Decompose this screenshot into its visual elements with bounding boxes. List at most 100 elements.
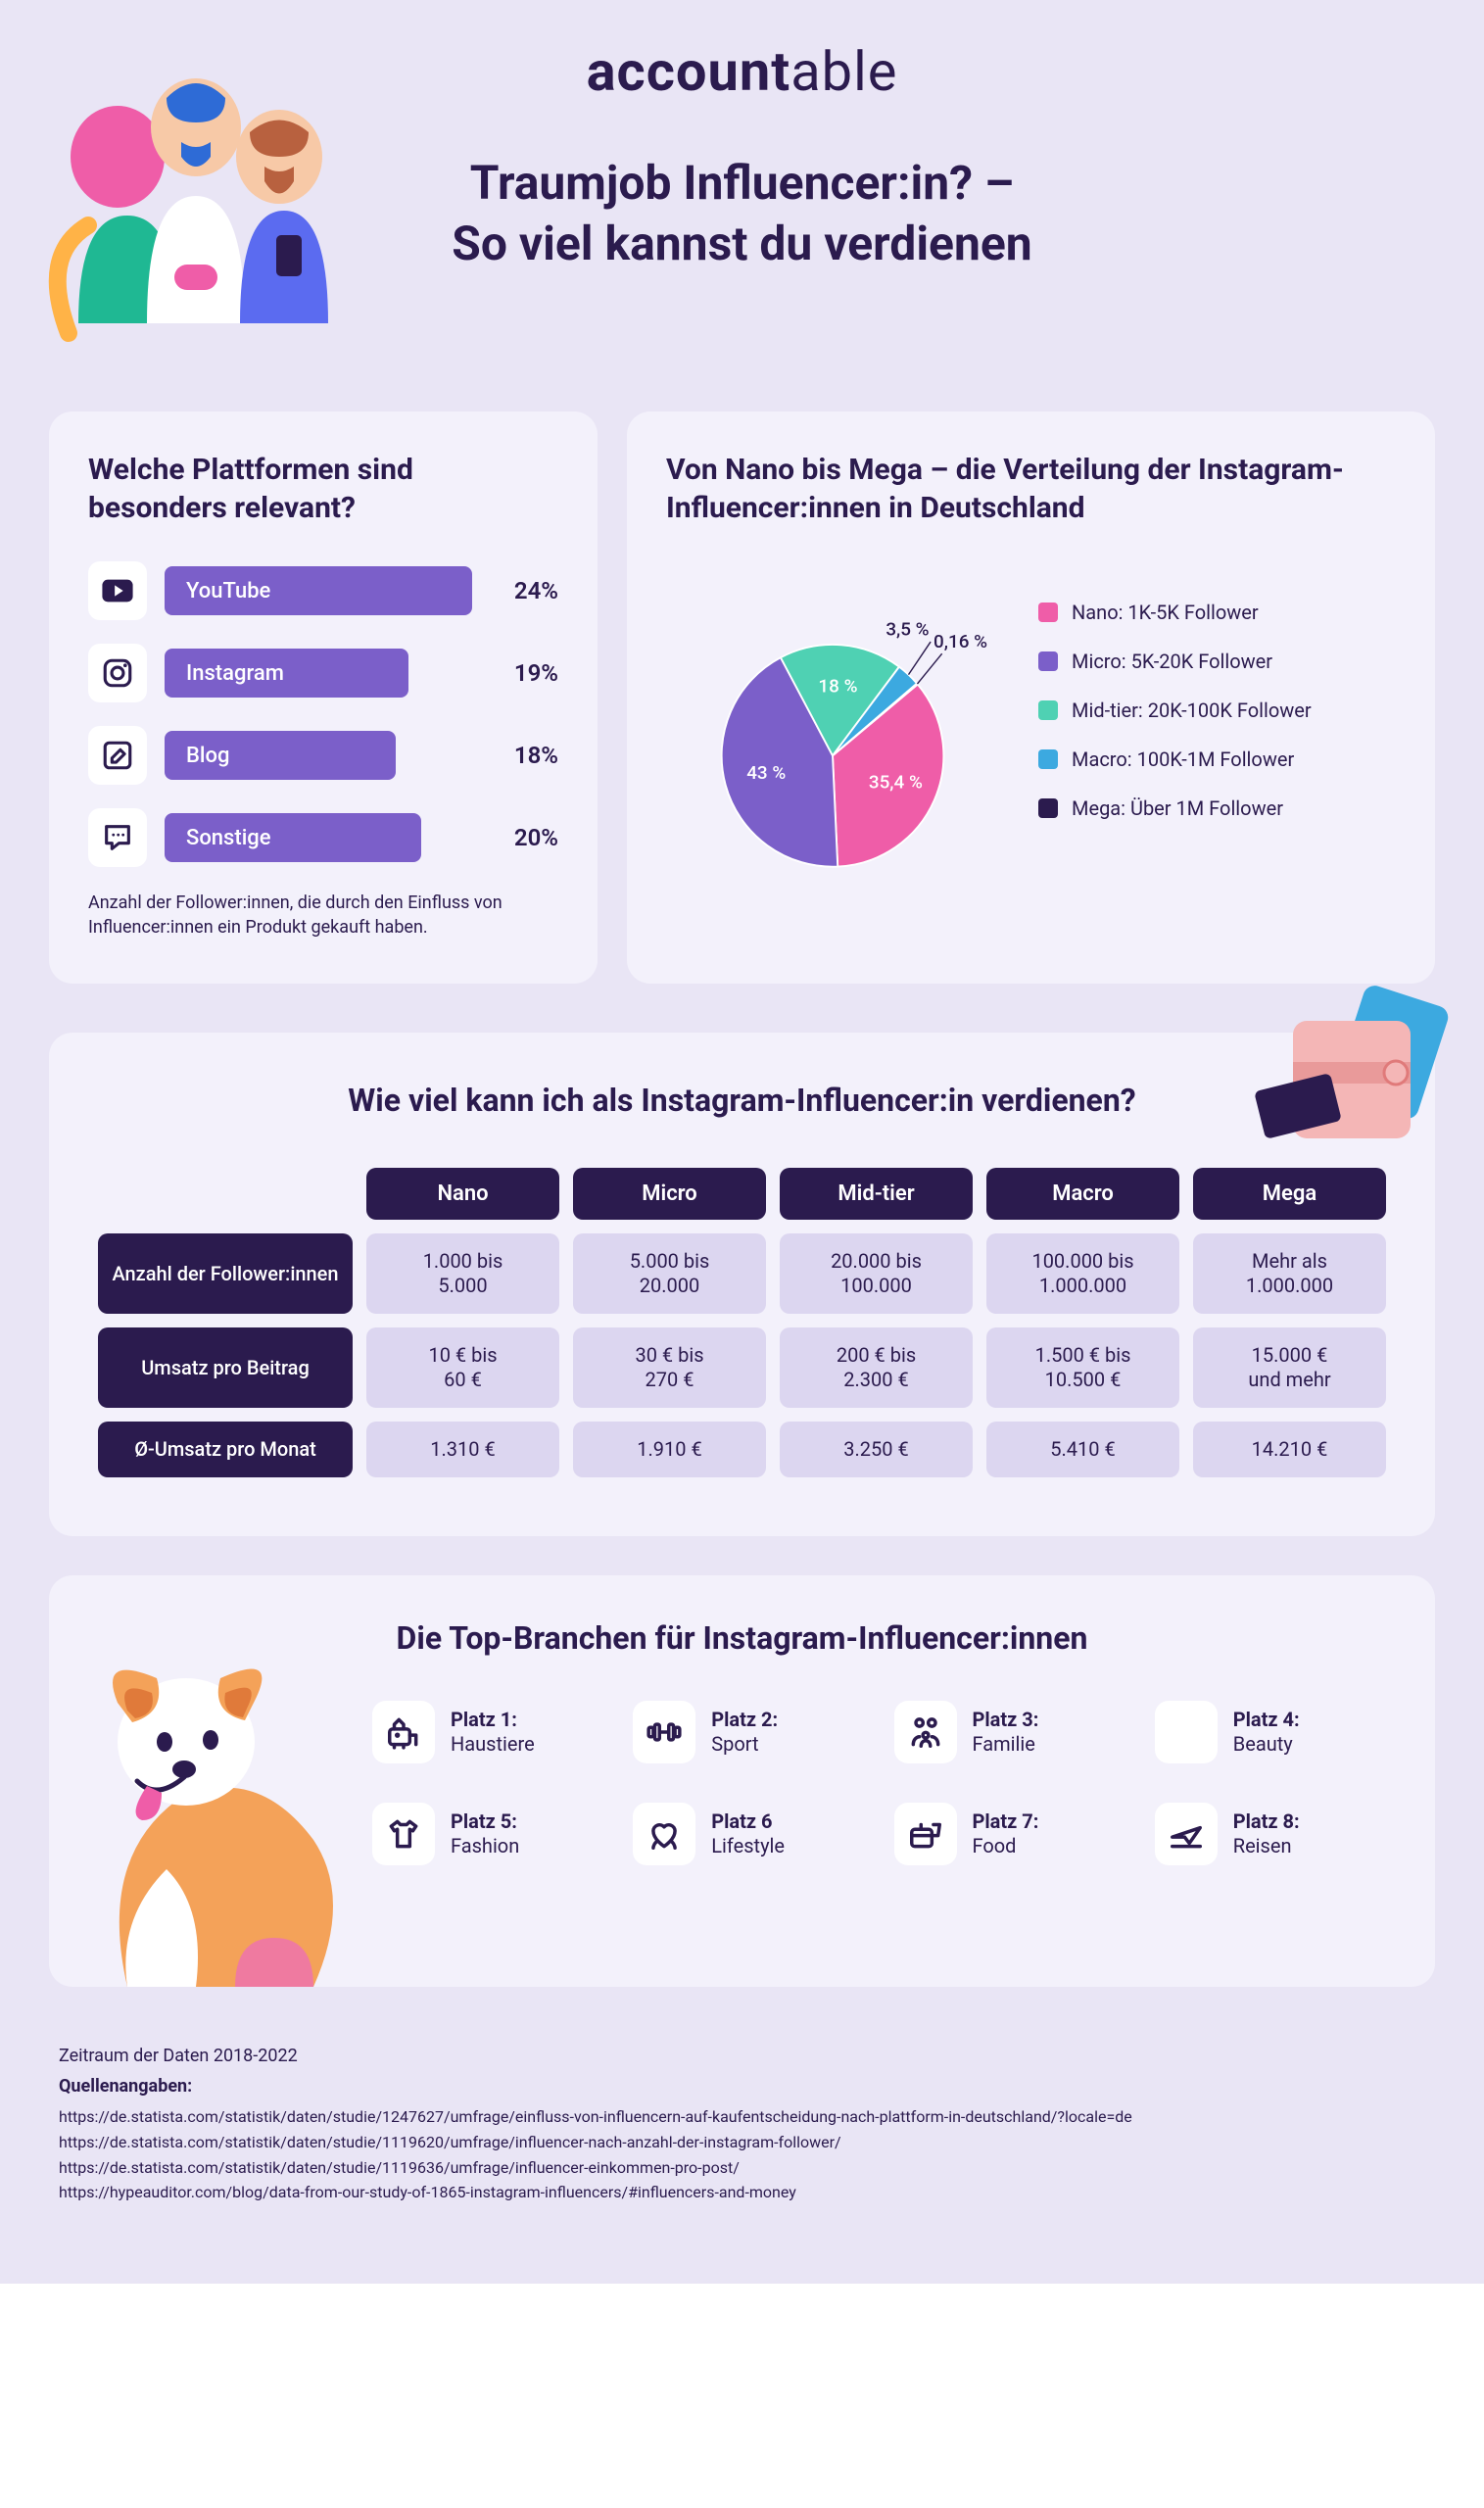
row-header: Anzahl der Follower:innen xyxy=(98,1233,353,1314)
table-cell: 30 € bis 270 € xyxy=(573,1327,766,1408)
legend-swatch xyxy=(1038,700,1058,720)
legend-label: Nano: 1K-5K Follower xyxy=(1072,601,1259,624)
bar-label: Sonstige xyxy=(186,826,271,850)
table-cell: 20.000 bis 100.000 xyxy=(780,1233,973,1314)
branch-rank: Platz 8: xyxy=(1233,1809,1300,1833)
table-cell: 1.910 € xyxy=(573,1422,766,1477)
wallet-illustration xyxy=(1239,974,1455,1170)
branch-label: Fashion xyxy=(451,1834,519,1857)
page-title: Traumjob Influencer:in? – So viel kannst… xyxy=(302,153,1183,275)
youtube-icon xyxy=(88,561,147,620)
table-cell: 200 € bis 2.300 € xyxy=(780,1327,973,1408)
branch-text: Platz 3:Familie xyxy=(973,1708,1039,1757)
branch-text: Platz 4:Beauty xyxy=(1233,1708,1300,1757)
branch-item: Platz 4:Beauty xyxy=(1155,1701,1386,1763)
dog-illustration xyxy=(59,1624,382,1997)
branch-item: Platz 2:Sport xyxy=(633,1701,864,1763)
hero-illustration xyxy=(29,29,343,343)
col-header: Nano xyxy=(366,1168,559,1220)
col-header: Mega xyxy=(1193,1168,1386,1220)
legend-swatch xyxy=(1038,798,1058,818)
branch-rank: Platz 1: xyxy=(451,1708,517,1731)
table-corner xyxy=(98,1168,353,1220)
data-period: Zeitraum der Daten 2018-2022 xyxy=(59,2046,1425,2066)
legend-item: Nano: 1K-5K Follower xyxy=(1038,601,1396,624)
platform-bar: Blog 18% xyxy=(88,726,558,785)
branch-item: Platz 6Lifestyle xyxy=(633,1803,864,1865)
pie-leader-line xyxy=(908,642,931,675)
pie-slice-label: 0,16 % xyxy=(933,630,987,652)
branch-rank: Platz 7: xyxy=(973,1809,1039,1833)
instagram-icon xyxy=(88,644,147,702)
platform-bar: YouTube24% xyxy=(88,561,558,620)
platforms-heading: Welche Plattformen sind besonders releva… xyxy=(88,451,558,527)
header: accountable Traumjob Influencer:in? – So… xyxy=(0,0,1484,392)
legend-item: Mega: Über 1M Follower xyxy=(1038,796,1396,820)
table-cell: 5.000 bis 20.000 xyxy=(573,1233,766,1314)
earnings-card: Wie viel kann ich als Instagram-Influenc… xyxy=(49,1033,1435,1536)
pie-card: Von Nano bis Mega – die Verteilung der I… xyxy=(627,411,1435,984)
bar-label: Blog xyxy=(186,744,229,768)
pie-leader-line xyxy=(917,653,941,684)
pie-slice-label: 3,5 % xyxy=(886,618,929,641)
branch-text: Platz 8:Reisen xyxy=(1233,1809,1300,1858)
row-header: Umsatz pro Beitrag xyxy=(98,1327,353,1408)
row-header: Ø-Umsatz pro Monat xyxy=(98,1422,353,1477)
branch-text: Platz 6Lifestyle xyxy=(711,1809,785,1858)
pie-slice-label: 18 % xyxy=(818,674,857,697)
blog-icon xyxy=(88,726,147,785)
bar-fill: Blog xyxy=(165,731,396,780)
travel-icon xyxy=(1155,1803,1218,1865)
branch-label: Beauty xyxy=(1233,1732,1293,1756)
col-header: Macro xyxy=(986,1168,1179,1220)
branch-label: Sport xyxy=(711,1732,758,1756)
platforms-note: Anzahl der Follower:innen, die durch den… xyxy=(88,891,558,940)
table-cell: 100.000 bis 1.000.000 xyxy=(986,1233,1179,1314)
branch-rank: Platz 5: xyxy=(451,1809,517,1833)
bar-track: Instagram xyxy=(165,649,472,698)
pie-slice-label: 43 % xyxy=(746,761,786,784)
bar-pct: 18% xyxy=(490,742,558,769)
cards-row: Welche Plattformen sind besonders releva… xyxy=(0,411,1484,984)
bar-fill: Instagram xyxy=(165,649,408,698)
pie-slice-label: 35,4 % xyxy=(869,771,923,794)
bar-track: Sonstige xyxy=(165,813,472,862)
source-line: https://hypeauditor.com/blog/data-from-o… xyxy=(59,2180,1425,2205)
food-icon xyxy=(894,1803,957,1865)
branch-text: Platz 2:Sport xyxy=(711,1708,778,1757)
branch-item: Platz 5:Fashion xyxy=(372,1803,603,1865)
branch-text: Platz 1:Haustiere xyxy=(451,1708,535,1757)
branches-grid: Platz 1:HaustierePlatz 2:SportPlatz 3:Fa… xyxy=(372,1701,1386,1865)
platform-bar: Sonstige 20% xyxy=(88,808,558,867)
branch-text: Platz 5:Fashion xyxy=(451,1809,519,1858)
beauty-icon xyxy=(1155,1701,1218,1763)
branch-item: Platz 7:Food xyxy=(894,1803,1125,1865)
bar-label: Instagram xyxy=(186,661,284,686)
legend-label: Mid-tier: 20K-100K Follower xyxy=(1072,699,1312,722)
earnings-heading: Wie viel kann ich als Instagram-Influenc… xyxy=(98,1082,1386,1119)
bar-pct: 19% xyxy=(490,659,558,687)
bar-track: Blog xyxy=(165,731,472,780)
branch-rank: Platz 6 xyxy=(711,1809,772,1833)
earnings-table: NanoMicroMid-tierMacroMegaAnzahl der Fol… xyxy=(98,1168,1386,1477)
bar-track: YouTube xyxy=(165,566,472,615)
branch-text: Platz 7:Food xyxy=(973,1809,1039,1858)
branch-label: Reisen xyxy=(1233,1834,1292,1857)
branch-item: Platz 8:Reisen xyxy=(1155,1803,1386,1865)
legend-label: Macro: 100K-1M Follower xyxy=(1072,748,1294,771)
branch-label: Lifestyle xyxy=(711,1834,785,1857)
bar-pct: 20% xyxy=(490,824,558,851)
legend-swatch xyxy=(1038,749,1058,769)
legend-item: Micro: 5K-20K Follower xyxy=(1038,650,1396,673)
source-line: https://de.statista.com/statistik/daten/… xyxy=(59,2130,1425,2155)
platforms-card: Welche Plattformen sind besonders releva… xyxy=(49,411,598,984)
other-icon xyxy=(88,808,147,867)
source-line: https://de.statista.com/statistik/daten/… xyxy=(59,2155,1425,2181)
table-cell: 5.410 € xyxy=(986,1422,1179,1477)
branch-rank: Platz 3: xyxy=(973,1708,1039,1731)
table-cell: 1.310 € xyxy=(366,1422,559,1477)
branch-item: Platz 1:Haustiere xyxy=(372,1701,603,1763)
bar-fill: Sonstige xyxy=(165,813,421,862)
legend-item: Mid-tier: 20K-100K Follower xyxy=(1038,699,1396,722)
col-header: Micro xyxy=(573,1168,766,1220)
